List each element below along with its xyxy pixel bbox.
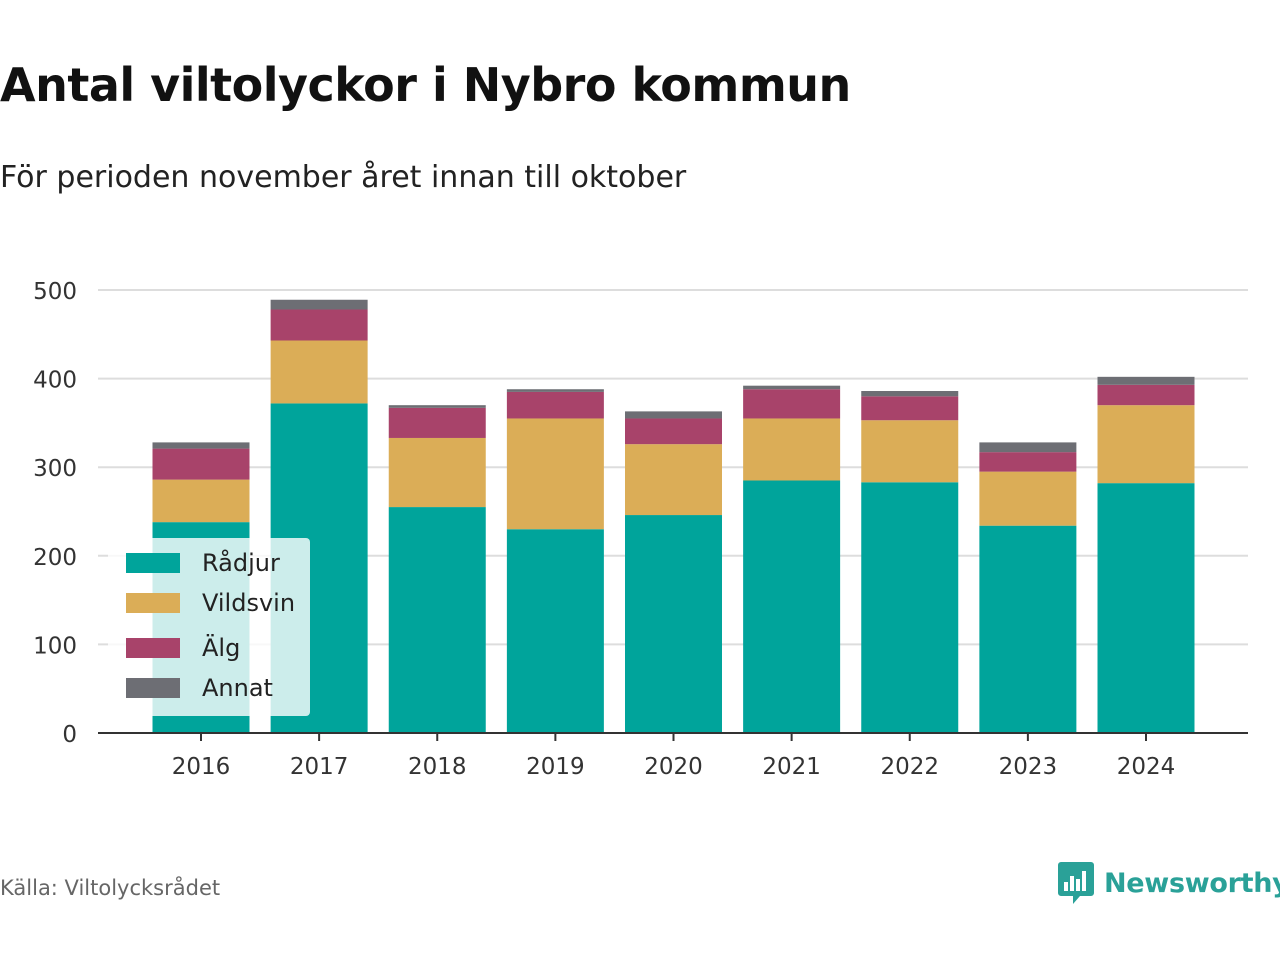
bar-annat-2018 [388, 405, 486, 408]
x-tick-label: 2019 [526, 754, 585, 780]
bar-annat-2021 [743, 385, 841, 390]
bar-älg-2016 [152, 448, 250, 480]
y-tick-label: 300 [33, 456, 77, 482]
bar-vildsvin-2018 [388, 437, 486, 508]
bar-älg-2023 [979, 452, 1077, 472]
bar-annat-2017 [270, 299, 368, 310]
bar-älg-2022 [861, 396, 959, 421]
x-tick-label: 2021 [762, 754, 821, 780]
legend-label-alg: Älg [202, 634, 241, 662]
bar-rådjur-2022 [861, 482, 959, 733]
bar-annat-2023 [979, 442, 1077, 453]
legend-label-annat: Annat [202, 674, 273, 702]
legend: Rådjur Vildsvin Älg Annat [108, 538, 310, 716]
bar-älg-2019 [506, 391, 604, 419]
legend-swatch-annat [126, 678, 180, 698]
legend-swatch-alg [126, 638, 180, 658]
bar-vildsvin-2019 [506, 418, 604, 530]
bar-vildsvin-2017 [270, 340, 368, 404]
chart-title: Antal viltolyckor i Nybro kommun [0, 58, 851, 112]
source-note: Källa: Viltolycksrådet [0, 876, 221, 900]
y-tick-label: 100 [33, 633, 77, 659]
bar-vildsvin-2022 [861, 420, 959, 483]
legend-item-vildsvin: Vildsvin [126, 588, 295, 618]
y-tick-label: 500 [33, 279, 77, 305]
bar-rådjur-2020 [625, 515, 722, 733]
legend-item-radjur: Rådjur [126, 548, 280, 578]
x-tick-label: 2022 [880, 754, 939, 780]
legend-swatch-vildsvin [126, 593, 180, 613]
bar-annat-2020 [625, 411, 722, 419]
bar-rådjur-2023 [979, 525, 1077, 733]
chart-subtitle: För perioden november året innan till ok… [0, 160, 687, 195]
y-tick-label: 200 [33, 545, 77, 571]
brand-name: Newsworthy [1104, 867, 1280, 899]
legend-label-radjur: Rådjur [202, 549, 280, 577]
bar-älg-2021 [743, 389, 841, 419]
legend-item-alg: Älg [126, 633, 240, 663]
y-tick-label: 0 [62, 722, 77, 748]
bar-rådjur-2019 [506, 529, 604, 733]
legend-label-vildsvin: Vildsvin [202, 589, 296, 617]
x-tick-label: 2024 [1117, 754, 1176, 780]
x-tick-label: 2023 [999, 754, 1058, 780]
y-tick-label: 400 [33, 368, 77, 394]
bar-annat-2019 [506, 389, 604, 392]
x-tick-label: 2018 [408, 754, 467, 780]
bar-vildsvin-2020 [625, 444, 722, 516]
bar-vildsvin-2023 [979, 471, 1077, 526]
bar-rådjur-2024 [1097, 483, 1195, 733]
bar-älg-2020 [625, 418, 722, 445]
bar-älg-2018 [388, 407, 486, 438]
bar-annat-2022 [861, 391, 959, 397]
bar-vildsvin-2024 [1097, 405, 1195, 484]
bar-rådjur-2018 [388, 507, 486, 733]
brand-logo[interactable]: Newsworthy [1058, 860, 1280, 906]
x-tick-label: 2016 [172, 754, 231, 780]
bar-älg-2017 [270, 309, 368, 341]
bar-annat-2016 [152, 442, 250, 449]
bar-älg-2024 [1097, 384, 1195, 406]
legend-swatch-radjur [126, 553, 180, 573]
x-tick-label: 2020 [644, 754, 703, 780]
axes: 0 100 200 300 400 500 2016 2017 2018 2019 2020 2021… [33, 279, 1248, 780]
bar-annat-2024 [1097, 376, 1195, 385]
x-tick-label: 2017 [290, 754, 349, 780]
bar-rådjur-2021 [743, 480, 841, 733]
bar-chart-speech-bubble-icon [1058, 862, 1094, 904]
bar-vildsvin-2016 [152, 479, 250, 523]
legend-item-annat: Annat [126, 673, 273, 703]
bar-vildsvin-2021 [743, 418, 841, 481]
